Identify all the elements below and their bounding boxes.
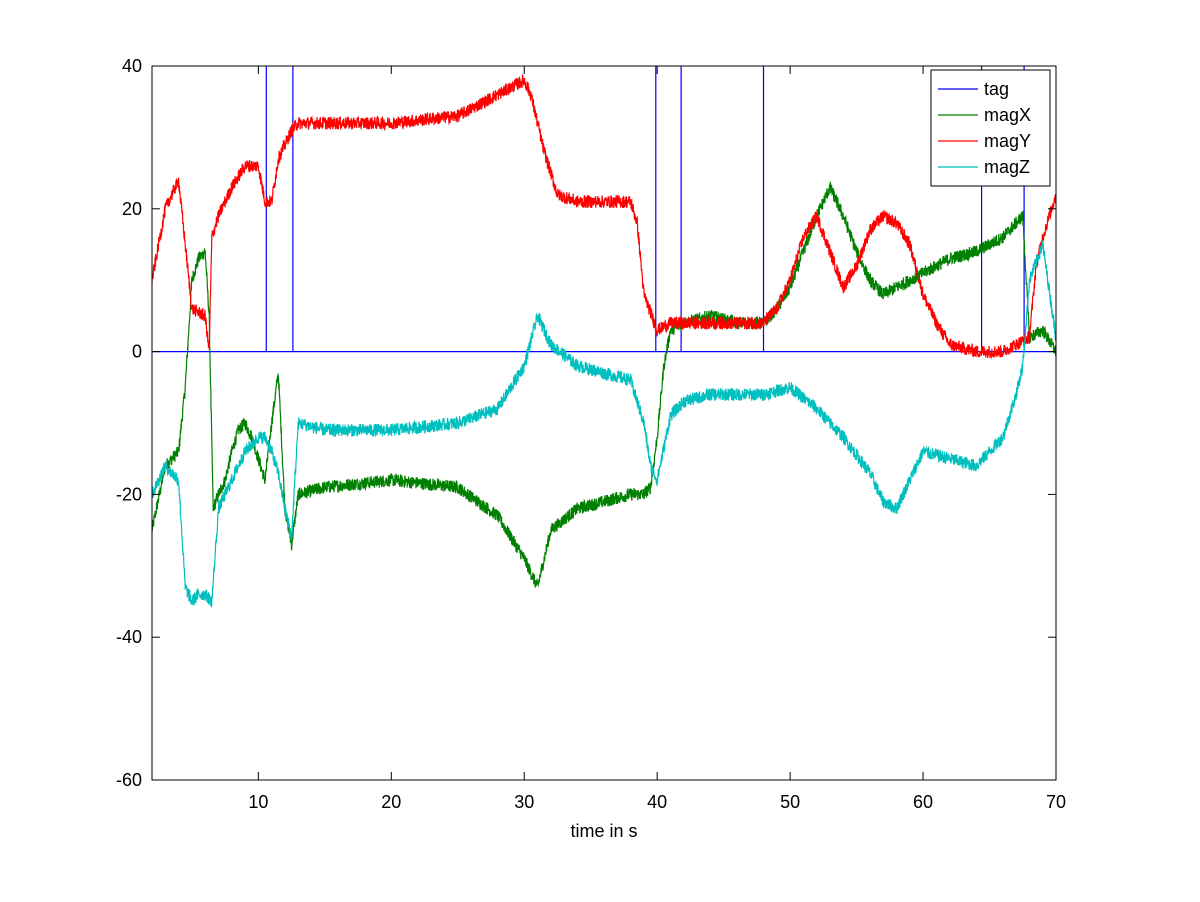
y-tick-label: -20: [116, 484, 142, 504]
series-layer: [151, 66, 1057, 608]
x-tick-label: 40: [647, 792, 667, 812]
y-tick-label: 0: [132, 342, 142, 362]
legend-label-tag: tag: [984, 79, 1009, 99]
series-line-magx: [151, 181, 1057, 588]
series-line-tag: [152, 66, 1056, 353]
plot-area: [152, 66, 1056, 780]
ticks-layer: 10 20 30 40 50 60 70 -60 -40 -20 0 20 40: [116, 56, 1066, 812]
y-tick-label: -40: [116, 627, 142, 647]
x-tick-label: 30: [514, 792, 534, 812]
x-tick-label: 10: [248, 792, 268, 812]
x-tick-label: 70: [1046, 792, 1066, 812]
axes-box: [151, 65, 1057, 781]
y-tick-label: 40: [122, 56, 142, 76]
series-line-magz: [151, 240, 1057, 608]
x-axis-label: time in s: [570, 821, 637, 841]
y-tick-label: -60: [116, 770, 142, 790]
y-tick-label: 20: [122, 199, 142, 219]
legend-label-magx: magX: [984, 105, 1031, 125]
x-tick-label: 50: [780, 792, 800, 812]
x-tick-label: 60: [913, 792, 933, 812]
series-line-magy: [151, 74, 1057, 360]
legend: tag magX magY magZ: [930, 69, 1051, 187]
legend-label-magy: magY: [984, 131, 1031, 151]
x-tick-label: 20: [381, 792, 401, 812]
legend-label-magz: magZ: [984, 157, 1030, 177]
